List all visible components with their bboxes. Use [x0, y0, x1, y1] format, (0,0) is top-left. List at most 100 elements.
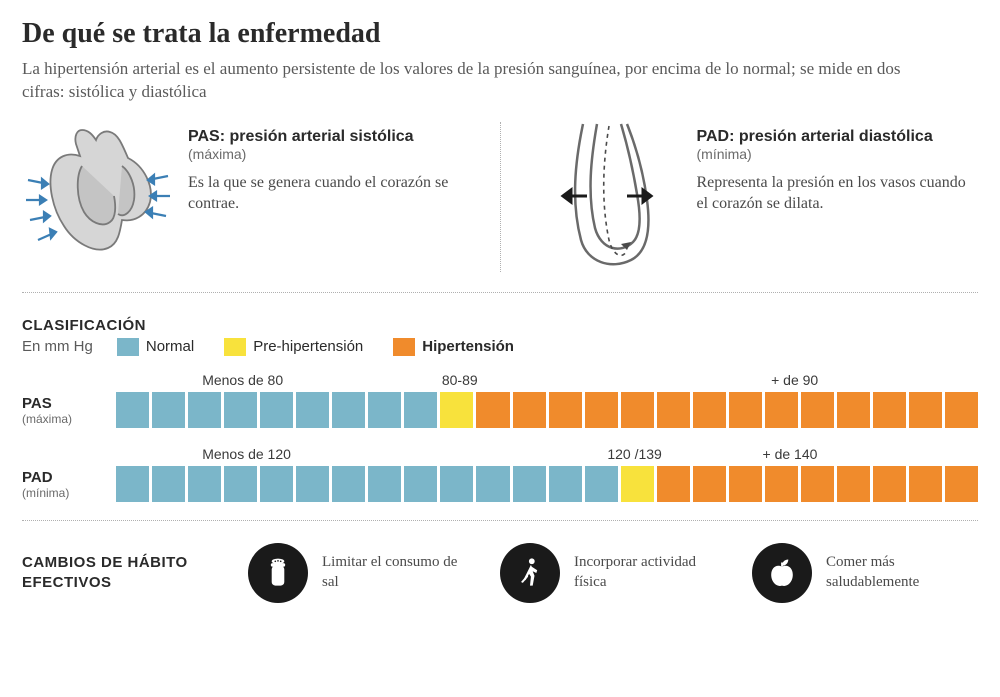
- chart-cell: [873, 466, 906, 502]
- habit-text: Incorporar actividad física: [574, 553, 726, 592]
- chart-cell: [837, 466, 870, 502]
- legend-swatch: [224, 338, 246, 356]
- habit-text: Limitar el consumo de sal: [322, 553, 474, 592]
- vessel-icon: [531, 122, 681, 272]
- legend-unit: En mm Hg: [22, 338, 93, 355]
- salt-icon: [248, 543, 308, 603]
- legend-swatch: [393, 338, 415, 356]
- chart-axis: PAD(mínima): [22, 469, 104, 502]
- legend-swatch: [117, 338, 139, 356]
- chart-cell: [368, 466, 401, 502]
- chart-cell: [224, 466, 257, 502]
- legend-label: Hipertensión: [422, 338, 514, 355]
- pas-paren: (máxima): [188, 146, 470, 162]
- chart-cell: [332, 466, 365, 502]
- chart-cell: [440, 466, 473, 502]
- range-label: 80-89: [442, 372, 478, 388]
- range-label: Menos de 120: [202, 446, 291, 462]
- chart-cell: [296, 466, 329, 502]
- habits-heading: CAMBIOS DE HÁBITO EFECTIVOS: [22, 553, 222, 592]
- chart-cell: [837, 392, 870, 428]
- heart-icon: [22, 122, 172, 272]
- legend-item: Pre-hipertensión: [224, 338, 363, 356]
- legend-row: En mm Hg Normal Pre-hipertensión Hipertens…: [22, 338, 978, 356]
- chart-cell: [116, 466, 149, 502]
- chart-cell: [909, 466, 942, 502]
- chart-cell: [729, 466, 762, 502]
- apple-icon: [752, 543, 812, 603]
- chart-cell: [440, 392, 473, 428]
- chart-cell: [909, 392, 942, 428]
- definition-pad: PAD: presión arterial diastólica (mínima…: [531, 122, 979, 272]
- chart-cell: [693, 466, 726, 502]
- legend-label: Pre-hipertensión: [253, 338, 363, 355]
- range-label: 120 /139: [607, 446, 662, 462]
- chart-cell: [476, 392, 509, 428]
- chart-cell: [549, 392, 582, 428]
- definitions-row: PAS: presión arterial sistólica (máxima)…: [22, 122, 978, 293]
- classification-heading: CLASIFICACIÓN: [22, 317, 978, 334]
- chart-cell: [152, 392, 185, 428]
- range-label: + de 90: [771, 372, 818, 388]
- divider: [500, 122, 501, 272]
- chart-cell: [332, 392, 365, 428]
- chart-cell: [621, 392, 654, 428]
- habit-item: Comer más saludablemente: [752, 543, 978, 603]
- chart-cell: [188, 392, 221, 428]
- page-subtitle: La hipertensión arterial es el aumento p…: [22, 58, 942, 104]
- chart-cell: [404, 466, 437, 502]
- chart-cell: [765, 392, 798, 428]
- chart-cell: [188, 466, 221, 502]
- chart-cell: [585, 392, 618, 428]
- walk-icon: [500, 543, 560, 603]
- chart-cell: [621, 466, 654, 502]
- axis-name: PAS: [22, 395, 104, 412]
- page-title: De qué se trata la enfermedad: [22, 18, 978, 50]
- chart-cell: [116, 392, 149, 428]
- chart-cell: [404, 392, 437, 428]
- legend-label: Normal: [146, 338, 194, 355]
- chart-cell: [260, 392, 293, 428]
- chart-cell: [368, 392, 401, 428]
- pas-label: PAS: presión arterial sistólica: [188, 128, 470, 146]
- chart-cell: [296, 392, 329, 428]
- axis-sub: (máxima): [22, 412, 104, 426]
- chart-cell: [585, 466, 618, 502]
- chart-cell: [476, 466, 509, 502]
- chart-cell: [945, 466, 978, 502]
- chart-cell: [729, 392, 762, 428]
- chart-cell: [693, 392, 726, 428]
- chart-bars: [116, 466, 978, 502]
- legend-item: Normal: [117, 338, 194, 356]
- legend-item: Hipertensión: [393, 338, 514, 356]
- chart-cell: [801, 466, 834, 502]
- habit-item: Incorporar actividad física: [500, 543, 726, 603]
- pad-desc: Representa la presión en los vasos cuand…: [697, 172, 979, 215]
- range-labels: Menos de 80 80-89 + de 90: [116, 372, 978, 392]
- chart-cell: [152, 466, 185, 502]
- habits-row: CAMBIOS DE HÁBITO EFECTIVOS Limitar el c…: [22, 520, 978, 603]
- chart-cell: [260, 466, 293, 502]
- chart-bars: [116, 392, 978, 428]
- habit-text: Comer más saludablemente: [826, 553, 978, 592]
- chart-cell: [513, 466, 546, 502]
- chart-cell: [873, 392, 906, 428]
- range-label: Menos de 80: [202, 372, 283, 388]
- habit-item: Limitar el consumo de sal: [248, 543, 474, 603]
- pad-label: PAD: presión arterial diastólica: [697, 128, 979, 146]
- range-label: + de 140: [763, 446, 818, 462]
- pad-paren: (mínima): [697, 146, 979, 162]
- chart-axis: PAS(máxima): [22, 395, 104, 428]
- pas-desc: Es la que se genera cuando el corazón se…: [188, 172, 470, 215]
- chart-cell: [224, 392, 257, 428]
- chart-cell: [657, 392, 690, 428]
- axis-name: PAD: [22, 469, 104, 486]
- chart-pas: PAS(máxima) Menos de 80 80-89 + de 90: [22, 372, 978, 428]
- range-labels: Menos de 120 120 /139 + de 140: [116, 446, 978, 466]
- chart-cell: [513, 392, 546, 428]
- axis-sub: (mínima): [22, 486, 104, 500]
- chart-pad: PAD(mínima) Menos de 120 120 /139 + de 140: [22, 446, 978, 502]
- definition-pas: PAS: presión arterial sistólica (máxima)…: [22, 122, 470, 272]
- chart-cell: [549, 466, 582, 502]
- chart-cell: [801, 392, 834, 428]
